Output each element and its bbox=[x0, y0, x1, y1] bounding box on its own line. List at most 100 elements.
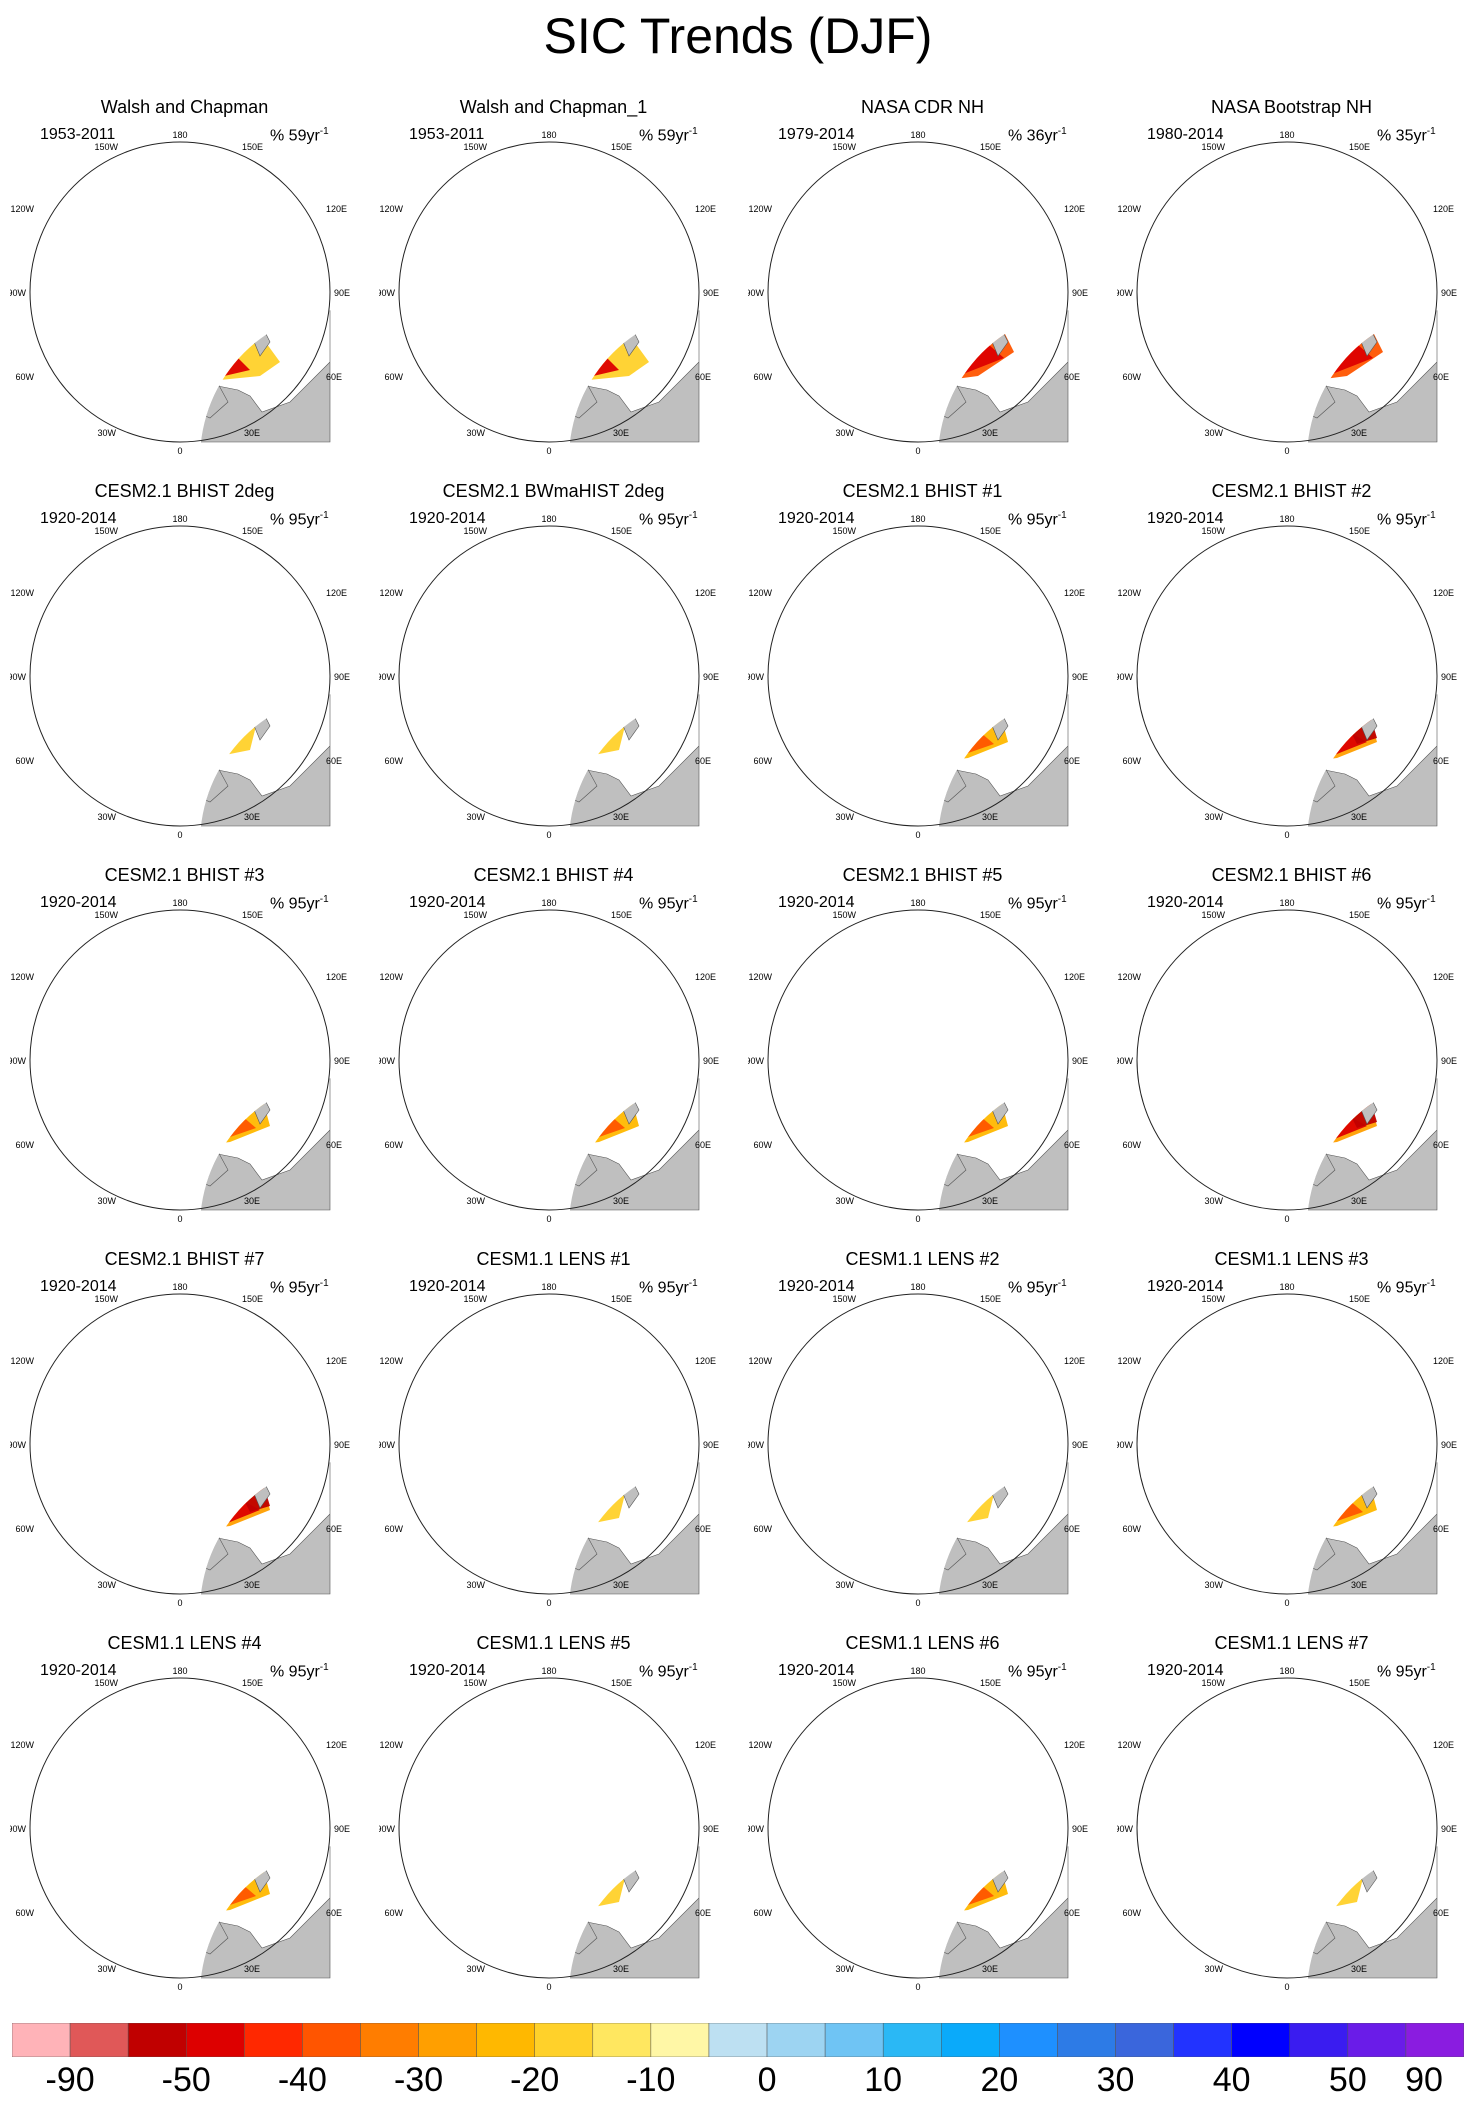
longitude-label: 150E bbox=[611, 910, 632, 920]
longitude-label: 150W bbox=[832, 910, 856, 920]
map-frame bbox=[1136, 1293, 1438, 1595]
polar-map: 180 150W 150E 120W 120E 90W 90E 60W 60E 30W 30E 0 bbox=[10, 514, 350, 840]
longitude-label: 60W bbox=[1122, 1908, 1141, 1918]
longitude-label: 90W bbox=[10, 1056, 26, 1066]
longitude-label: 120W bbox=[10, 1356, 34, 1366]
panel-period: 1920-2014 bbox=[40, 510, 117, 527]
colorbar-swatch bbox=[418, 2023, 477, 2057]
ocean-disc bbox=[399, 1678, 699, 1978]
longitude-label: 120W bbox=[1117, 1356, 1141, 1366]
map-frame bbox=[767, 1293, 1069, 1595]
longitude-label: 0 bbox=[915, 1982, 920, 1992]
ocean-disc bbox=[399, 142, 699, 442]
polar-map: 180 150W 150E 120W 120E 90W 90E 60W 60E 30W 30E 0 bbox=[748, 1282, 1088, 1608]
panel-rate: % 59yr-1 bbox=[270, 121, 329, 147]
longitude-label: 120E bbox=[1064, 972, 1085, 982]
longitude-label: 120W bbox=[1117, 972, 1141, 982]
page-title: SIC Trends (DJF) bbox=[543, 8, 933, 64]
longitude-label: 0 bbox=[1284, 1214, 1289, 1224]
longitude-label: 60W bbox=[753, 1908, 772, 1918]
longitude-label: 120E bbox=[1433, 204, 1454, 214]
longitude-label: 90W bbox=[748, 1056, 764, 1066]
longitude-label: 120W bbox=[1117, 1740, 1141, 1750]
longitude-label: 180 bbox=[541, 1666, 556, 1676]
polar-map: 180 150W 150E 120W 120E 90W 90E 60W 60E 30W 30E 0 bbox=[10, 1666, 350, 1992]
longitude-label: 180 bbox=[1279, 1666, 1294, 1676]
longitude-label: 30E bbox=[982, 1580, 998, 1590]
longitude-label: 90W bbox=[748, 672, 764, 682]
longitude-label: 120W bbox=[379, 1356, 403, 1366]
polar-map: 180 150W 150E 120W 120E 90W 90E 60W 60E 30W 30E 0 bbox=[748, 898, 1088, 1224]
longitude-label: 120W bbox=[10, 972, 34, 982]
longitude-label: 180 bbox=[541, 1282, 556, 1292]
panel-period: 1920-2014 bbox=[1147, 1278, 1224, 1295]
longitude-label: 0 bbox=[177, 446, 182, 456]
colorbar-swatch bbox=[708, 2023, 768, 2057]
longitude-label: 60W bbox=[384, 1908, 403, 1918]
longitude-label: 90W bbox=[10, 672, 26, 682]
rate-text: % 95yr bbox=[639, 895, 689, 913]
panel-period: 1920-2014 bbox=[409, 894, 486, 911]
rate-text: % 95yr bbox=[1008, 1663, 1058, 1681]
ocean-disc bbox=[1137, 1678, 1437, 1978]
panel-title: CESM1.1 LENS #6 bbox=[845, 1633, 1000, 1653]
land-mass bbox=[938, 693, 1069, 827]
ocean-disc bbox=[30, 526, 330, 826]
colorbar-tick-label: -40 bbox=[277, 2061, 327, 2099]
longitude-label: 150E bbox=[242, 526, 263, 536]
panel-rate: % 95yr-1 bbox=[1377, 505, 1436, 531]
longitude-label: 30E bbox=[1351, 1964, 1367, 1974]
longitude-label: 150E bbox=[1349, 910, 1370, 920]
map-frame bbox=[29, 525, 331, 827]
longitude-label: 60E bbox=[1433, 1140, 1449, 1150]
map-panel: CESM1.1 LENS #6 180 150W 150E 120W 120E 90W 90E… bbox=[738, 1632, 1107, 2015]
colorbar-tick-label: 0 bbox=[757, 2061, 777, 2099]
longitude-label: 120E bbox=[1433, 1740, 1454, 1750]
longitude-label: 180 bbox=[172, 514, 187, 524]
panel-title: CESM1.1 LENS #5 bbox=[476, 1633, 631, 1653]
longitude-label: 150W bbox=[94, 1294, 118, 1304]
map-panel: CESM2.1 BHIST #3 180 150W 150E 120W 120E 90W 90… bbox=[0, 864, 369, 1247]
map-panel: CESM1.1 LENS #4 180 150W 150E 120W 120E 90W 90E… bbox=[0, 1632, 369, 2015]
rate-exponent: -1 bbox=[1057, 1278, 1067, 1289]
panel-period: 1920-2014 bbox=[778, 1278, 855, 1295]
longitude-label: 180 bbox=[541, 514, 556, 524]
longitude-label: 90W bbox=[1117, 288, 1133, 298]
map-frame bbox=[398, 1677, 700, 1979]
map-panel: CESM2.1 BHIST #7 180 150W 150E 120W 120E 90W 90… bbox=[0, 1248, 369, 1631]
land-mass bbox=[938, 1077, 1069, 1211]
map-frame bbox=[29, 909, 331, 1211]
longitude-label: 180 bbox=[910, 130, 925, 140]
longitude-label: 150E bbox=[611, 1678, 632, 1688]
rate-text: % 95yr bbox=[270, 511, 320, 529]
longitude-label: 90E bbox=[703, 1824, 719, 1834]
map-panel: CESM2.1 BHIST #6 180 150W 150E 120W 120E 90W 90… bbox=[1107, 864, 1476, 1247]
colorbar-swatch bbox=[127, 2023, 187, 2057]
colorbar bbox=[12, 2023, 1464, 2057]
map-panel: NASA CDR NH 180 150W 150E 120W 120E 90W 90E 60W 6… bbox=[738, 96, 1107, 479]
colorbar-swatch bbox=[882, 2023, 942, 2057]
longitude-label: 60E bbox=[1064, 1524, 1080, 1534]
longitude-label: 150W bbox=[463, 1678, 487, 1688]
panel-rate: % 95yr-1 bbox=[1377, 1657, 1436, 1683]
longitude-label: 0 bbox=[915, 1214, 920, 1224]
rate-text: % 59yr bbox=[639, 127, 689, 145]
longitude-label: 30W bbox=[466, 812, 485, 822]
map-frame bbox=[29, 1677, 331, 1979]
longitude-label: 150E bbox=[611, 142, 632, 152]
land-mass bbox=[1307, 1077, 1438, 1211]
land-mass bbox=[1307, 1845, 1438, 1979]
longitude-label: 150W bbox=[94, 1678, 118, 1688]
rate-text: % 95yr bbox=[1008, 511, 1058, 529]
longitude-label: 30W bbox=[97, 428, 116, 438]
polar-map: 180 150W 150E 120W 120E 90W 90E 60W 60E 30W 30E 0 bbox=[10, 1282, 350, 1608]
longitude-label: 30E bbox=[244, 1196, 260, 1206]
land-mass bbox=[200, 1077, 331, 1211]
colorbar-tick-label: -30 bbox=[393, 2061, 444, 2099]
ocean-disc bbox=[399, 526, 699, 826]
longitude-label: 30E bbox=[1351, 812, 1367, 822]
land-mass bbox=[938, 1461, 1069, 1595]
polar-map: 180 150W 150E 120W 120E 90W 90E 60W 60E 30W 30E 0 bbox=[1117, 130, 1457, 456]
longitude-label: 120W bbox=[379, 588, 403, 598]
longitude-label: 30W bbox=[97, 812, 116, 822]
